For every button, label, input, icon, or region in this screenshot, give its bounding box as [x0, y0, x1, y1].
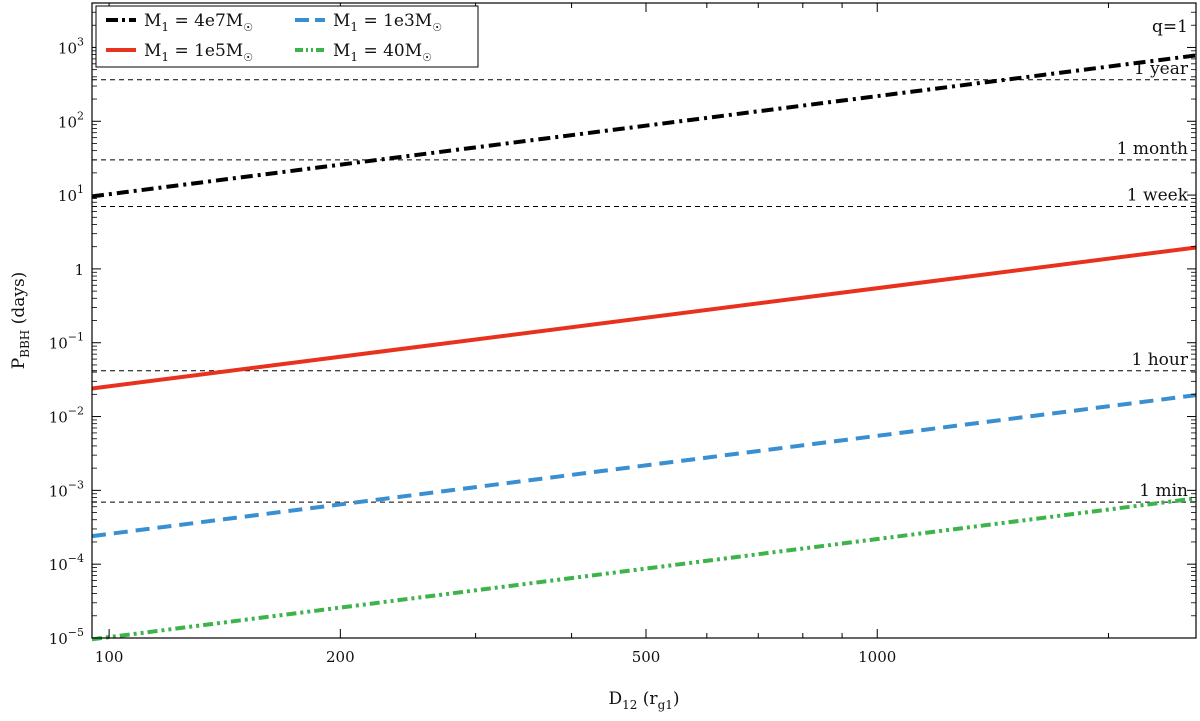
legend-label-2: M1 = 1e3M☉: [333, 11, 442, 34]
y-tick-exp-6: 1: [77, 183, 84, 196]
y-tick-exp-3: −2: [68, 405, 84, 418]
legend-label-unit-3: ☉: [422, 51, 432, 64]
series-line-3: [91, 496, 1197, 642]
y-tick-label-0: 10−5: [49, 626, 84, 648]
reference-lines-group: 1 year 1 month 1 week 1 hour 1 min: [92, 59, 1196, 503]
hline-label-3: 1 hour: [1132, 350, 1189, 370]
y-axis-title-sub: BBH: [18, 330, 32, 358]
y-tick-exp-4: −1: [68, 331, 84, 344]
legend-label-0: M1 = 4e7M☉: [144, 11, 253, 34]
y-tick-exp-8: 3: [77, 35, 84, 48]
x-axis-title-rest: (r: [637, 689, 658, 709]
y-tick-label-2: 10−3: [49, 478, 84, 500]
legend-label-main-1: M: [144, 41, 161, 61]
y-tick-label-4: 10−1: [49, 331, 84, 353]
y-axis-title-rest: (days): [9, 272, 29, 330]
x-axis-title: D12 (rg1): [608, 689, 679, 712]
legend-label-unit-1: ☉: [243, 51, 253, 64]
hline-label-1: 1 month: [1117, 139, 1188, 159]
series-line-2: [91, 393, 1197, 539]
y-tick-exp-2: −3: [68, 478, 84, 491]
hline-label-4: 1 min: [1139, 481, 1188, 501]
y-tick-base-8: 10: [58, 39, 77, 57]
y-tick-label-1: 10−4: [49, 552, 84, 574]
legend-group: M1 = 4e7M☉M1 = 1e5M☉M1 = 1e3M☉M1 = 40M☉: [95, 5, 479, 68]
q-annotation: q=1: [1152, 17, 1188, 37]
y-axis-title: PBBH (days): [9, 272, 32, 370]
y-tick-base-1: 10: [49, 556, 68, 574]
x-tick-label-3: 1000: [858, 648, 896, 666]
series-line-1: [91, 245, 1197, 391]
legend-label-1: M1 = 1e5M☉: [144, 41, 253, 64]
hline-label-2: 1 week: [1127, 186, 1189, 206]
hline-label-0: 1 year: [1134, 59, 1189, 79]
axes-group: 100 200 500 100010−510−410−310−210−11101102…: [9, 2, 1197, 712]
legend-label-main-3: M: [333, 41, 350, 61]
legend-label-main-0: M: [144, 11, 161, 31]
y-tick-label-3: 10−2: [49, 405, 84, 427]
y-tick-base-6: 10: [58, 187, 77, 205]
legend-label-val-0: = 4e7M: [169, 11, 243, 31]
y-tick-label-8: 103: [58, 35, 84, 57]
y-tick-label-6: 101: [58, 183, 84, 205]
y-tick-base-2: 10: [49, 482, 68, 500]
y-tick-exp-0: −5: [68, 626, 84, 639]
legend-label-3: M1 = 40M☉: [333, 41, 432, 64]
legend-label-sub-2: 1: [350, 20, 358, 34]
legend-box: [95, 5, 479, 68]
legend-label-sub-1: 1: [161, 50, 169, 64]
legend-label-sub-0: 1: [161, 20, 169, 34]
legend-label-sub-3: 1: [350, 50, 358, 64]
y-tick-base-3: 10: [49, 409, 68, 427]
y-tick-base-7: 10: [58, 113, 77, 131]
legend-label-val-2: = 1e3M: [358, 11, 432, 31]
legend-label-unit-0: ☉: [243, 21, 253, 34]
x-tick-label-0: 100: [95, 648, 124, 666]
legend-label-val-1: = 1e5M: [169, 41, 243, 61]
x-tick-label-2: 500: [632, 648, 661, 666]
y-tick-base-5: 1: [74, 261, 84, 279]
plot-frame: [91, 2, 1197, 639]
y-tick-label-7: 102: [58, 109, 84, 131]
y-tick-exp-7: 2: [77, 109, 84, 122]
x-axis-title-sub: 12: [622, 698, 637, 712]
x-axis-title-rest-sub: g1: [658, 698, 673, 712]
x-tick-label-1: 200: [326, 648, 355, 666]
legend-label-main-2: M: [333, 11, 350, 31]
y-axis-title-main: P: [9, 358, 29, 369]
y-tick-exp-1: −4: [68, 552, 84, 565]
x-axis-title-main: D: [608, 689, 622, 709]
y-tick-base-4: 10: [49, 335, 68, 353]
x-axis-title-close: ): [673, 689, 680, 709]
series-group: [91, 53, 1197, 642]
legend-label-val-3: = 40M: [358, 41, 422, 61]
y-tick-label-5: 1: [74, 261, 84, 279]
y-tick-base-0: 10: [49, 630, 68, 648]
series-line-0: [91, 53, 1197, 199]
legend-label-unit-2: ☉: [432, 21, 442, 34]
